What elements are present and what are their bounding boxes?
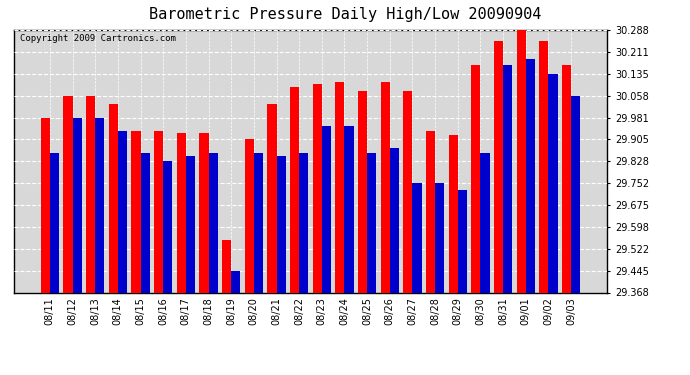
Bar <box>435 183 444 292</box>
Bar <box>390 148 399 292</box>
Bar <box>381 82 390 292</box>
Bar <box>335 82 344 292</box>
Bar <box>199 133 208 292</box>
Bar <box>448 135 458 292</box>
Bar <box>109 104 118 292</box>
Bar <box>277 156 286 292</box>
Bar <box>480 153 490 292</box>
Bar <box>494 41 503 292</box>
Bar <box>367 153 376 292</box>
Bar <box>540 41 549 292</box>
Bar <box>95 118 104 292</box>
Bar <box>50 153 59 292</box>
Bar <box>186 156 195 292</box>
Bar <box>141 153 150 292</box>
Bar <box>268 104 277 292</box>
Bar <box>254 153 263 292</box>
Text: Copyright 2009 Cartronics.com: Copyright 2009 Cartronics.com <box>20 34 176 43</box>
Bar <box>562 65 571 292</box>
Bar <box>358 91 367 292</box>
Bar <box>404 91 413 292</box>
Bar <box>344 126 353 292</box>
Bar <box>245 139 254 292</box>
Bar <box>208 153 217 292</box>
Bar <box>222 240 231 292</box>
Bar <box>131 131 141 292</box>
Bar <box>503 65 512 292</box>
Bar <box>118 131 127 292</box>
Bar <box>322 126 331 292</box>
Bar <box>526 58 535 292</box>
Bar <box>571 96 580 292</box>
Bar <box>41 118 50 292</box>
Bar <box>163 161 172 292</box>
Bar <box>72 118 81 292</box>
Bar <box>290 87 299 292</box>
Bar <box>63 96 72 292</box>
Bar <box>177 133 186 292</box>
Bar <box>413 183 422 292</box>
Bar <box>299 153 308 292</box>
Bar <box>549 74 558 292</box>
Bar <box>458 190 467 292</box>
Bar <box>231 270 240 292</box>
Bar <box>517 30 526 292</box>
Bar <box>313 84 322 292</box>
Text: Barometric Pressure Daily High/Low 20090904: Barometric Pressure Daily High/Low 20090… <box>149 8 541 22</box>
Bar <box>426 131 435 292</box>
Bar <box>154 131 163 292</box>
Bar <box>86 96 95 292</box>
Bar <box>471 65 480 292</box>
